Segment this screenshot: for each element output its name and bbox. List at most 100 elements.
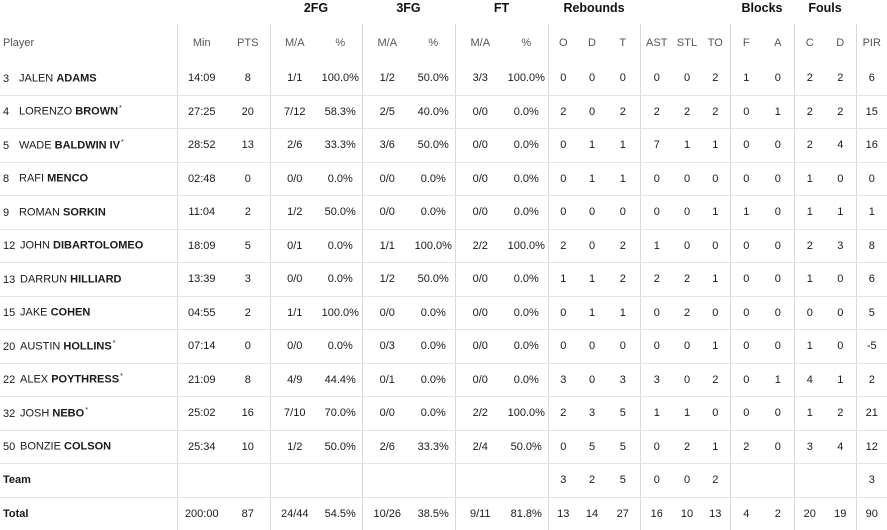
starter-marker: * bbox=[112, 339, 116, 347]
cell-reb-o: 2 bbox=[547, 229, 578, 263]
player-cell[interactable]: 22 ALEX POYTHRESS* bbox=[0, 363, 177, 397]
cell-ast: 0 bbox=[639, 430, 673, 464]
cell-2fg-ma: 0/1 bbox=[269, 229, 319, 263]
player-last-name[interactable]: HOLLINS bbox=[63, 340, 112, 353]
cell-to: 1 bbox=[701, 329, 730, 364]
player-last-name[interactable]: COLSON bbox=[64, 441, 112, 454]
col-stl[interactable]: STL bbox=[676, 37, 698, 49]
table-row[interactable]: 50 BONZIE COLSON 25:34 10 1/2 50.0% 2/6 33.3% 2/… bbox=[0, 430, 887, 464]
col-3fg-pct[interactable]: % bbox=[428, 37, 439, 49]
player-last-name[interactable]: COHEN bbox=[50, 307, 91, 320]
cell-3fg-pct: 33.3% bbox=[412, 430, 455, 464]
table-row[interactable]: 4 LORENZO BROWN* 27:25 20 7/12 58.3% 2/5 40.0% 0… bbox=[0, 95, 887, 129]
cell-reb-d: 1 bbox=[578, 128, 606, 163]
cell-3fg-ma: 1/1 bbox=[361, 229, 412, 263]
cell-ft-ma: 0/0 bbox=[454, 329, 505, 364]
cell-ast: 0 bbox=[639, 62, 673, 96]
player-last-name[interactable]: BALDWIN IV bbox=[54, 139, 121, 152]
player-cell[interactable]: 15 JAKE COHEN bbox=[0, 296, 177, 330]
cell-2fg-pct: 44.4% bbox=[319, 363, 362, 397]
cell-blk-f: 0 bbox=[729, 95, 762, 129]
col-ft-ma[interactable]: M/A bbox=[454, 24, 505, 62]
table-row[interactable]: 3 JALEN ADAMS 14:09 8 1/1 100.0% 1/2 50.0% 3/3 10… bbox=[0, 62, 887, 96]
cell-reb-t: 2 bbox=[606, 229, 640, 263]
player-cell[interactable]: 9 ROMAN SORKIN bbox=[0, 195, 177, 230]
col-player[interactable]: Player bbox=[3, 37, 35, 49]
cell-reb-d: 1 bbox=[578, 296, 606, 330]
player-cell[interactable]: 5 WADE BALDWIN IV* bbox=[0, 128, 177, 163]
table-row[interactable]: 12 JOHN DIBARTOLOMEO 18:09 5 0/1 0.0% 1/1 100.0… bbox=[0, 229, 887, 263]
col-reb-t[interactable]: T bbox=[619, 37, 627, 49]
player-cell[interactable]: 8 RAFI MENCO bbox=[0, 162, 177, 196]
cell-ast: 2 bbox=[639, 95, 673, 129]
cell-pir: 2 bbox=[855, 363, 887, 397]
cell-blk-f: 0 bbox=[729, 162, 762, 196]
cell-fouls-c: 2 bbox=[793, 95, 825, 129]
col-reb-o[interactable]: O bbox=[547, 24, 578, 62]
col-pir[interactable]: PIR bbox=[855, 24, 887, 62]
cell-pts: 0 bbox=[226, 162, 270, 196]
table-row[interactable]: 9 ROMAN SORKIN 11:04 2 1/2 50.0% 0/0 0.0% 0/0 0.0… bbox=[0, 195, 887, 230]
player-last-name[interactable]: MENCO bbox=[47, 173, 89, 186]
col-reb-d[interactable]: D bbox=[588, 37, 596, 49]
col-2fg-pct[interactable]: % bbox=[335, 37, 346, 49]
player-cell[interactable]: 12 JOHN DIBARTOLOMEO bbox=[0, 229, 177, 263]
col-2fg-ma[interactable]: M/A bbox=[269, 24, 319, 62]
player-last-name[interactable]: NEBO bbox=[52, 407, 85, 420]
table-row[interactable]: 32 JOSH NEBO* 25:02 16 7/10 70.0% 0/0 0.0% 2/2 10… bbox=[0, 396, 887, 431]
cell-reb-o: 0 bbox=[547, 162, 578, 196]
cell-fouls-d: 1 bbox=[825, 195, 856, 230]
col-min[interactable]: Min bbox=[176, 24, 226, 62]
cell-reb-o: 2 bbox=[547, 95, 578, 129]
cell-pir: 8 bbox=[855, 229, 887, 263]
col-pts[interactable]: PTS bbox=[237, 37, 259, 49]
cell-3fg-pct: 38.5% bbox=[417, 507, 449, 520]
table-row[interactable]: 8 RAFI MENCO 02:48 0 0/0 0.0% 0/0 0.0% 0/0 0.0% 0 1… bbox=[0, 162, 887, 196]
cell-reb-t: 27 bbox=[616, 507, 629, 520]
col-fouls-c[interactable]: C bbox=[793, 24, 825, 62]
cell-blk-a: 0 bbox=[762, 430, 794, 464]
cell-2fg-ma: 2/6 bbox=[269, 128, 319, 163]
cell-reb-d: 14 bbox=[585, 507, 599, 520]
cell-reb-t: 3 bbox=[606, 363, 640, 397]
cell-3fg-pct: 0.0% bbox=[412, 296, 455, 330]
player-cell[interactable]: 20 AUSTIN HOLLINS* bbox=[0, 329, 177, 364]
table-row[interactable]: 15 JAKE COHEN 04:55 2 1/1 100.0% 0/0 0.0% 0/0 0.0… bbox=[0, 296, 887, 330]
player-first-name: JOHN bbox=[20, 240, 50, 253]
col-blk-f[interactable]: F bbox=[729, 24, 762, 62]
cell-3fg-ma: 0/0 bbox=[361, 296, 412, 330]
cell-blk-f: 4 bbox=[729, 497, 762, 530]
cell-fouls-c: 2 bbox=[793, 229, 825, 263]
cell-reb-o: 0 bbox=[547, 128, 578, 163]
player-last-name[interactable]: DIBARTOLOMEO bbox=[53, 240, 144, 253]
table-row[interactable]: 13 DARRUN HILLIARD 13:39 3 0/0 0.0% 1/2 50.0% 0/… bbox=[0, 262, 887, 297]
player-cell[interactable]: 32 JOSH NEBO* bbox=[0, 396, 177, 431]
player-cell[interactable]: 13 DARRUN HILLIARD bbox=[0, 262, 177, 297]
col-fouls-d[interactable]: D bbox=[836, 37, 845, 49]
cell-ft-ma: 0/0 bbox=[454, 363, 505, 397]
col-ast[interactable]: AST bbox=[639, 24, 673, 62]
player-last-name[interactable]: POYTHRESS bbox=[51, 374, 120, 387]
player-last-name[interactable]: HILLIARD bbox=[70, 273, 122, 286]
col-blk-a[interactable]: A bbox=[774, 37, 782, 49]
player-last-name[interactable]: ADAMS bbox=[56, 72, 97, 85]
col-3fg-ma[interactable]: M/A bbox=[361, 24, 412, 62]
col-ft-pct[interactable]: % bbox=[521, 37, 532, 49]
player-cell[interactable]: 4 LORENZO BROWN* bbox=[0, 95, 177, 129]
cell-3fg-pct: 0.0% bbox=[412, 195, 455, 230]
table-row[interactable]: 5 WADE BALDWIN IV* 28:52 13 2/6 33.3% 3/6 50.0%… bbox=[0, 128, 887, 163]
group-blocks: Blocks bbox=[741, 1, 783, 15]
cell-fouls-d bbox=[825, 463, 856, 498]
cell-stl: 0 bbox=[673, 195, 701, 230]
player-cell[interactable]: 3 JALEN ADAMS bbox=[0, 62, 177, 96]
player-last-name[interactable]: SORKIN bbox=[63, 206, 106, 219]
player-last-name[interactable]: BROWN bbox=[75, 106, 119, 119]
cell-ft-pct: 81.8% bbox=[510, 507, 542, 520]
cell-ft-pct: 0.0% bbox=[505, 128, 548, 163]
table-row[interactable]: 20 AUSTIN HOLLINS* 07:14 0 0/0 0.0% 0/3 0.0% 0/0… bbox=[0, 329, 887, 364]
cell-pir: 15 bbox=[855, 95, 887, 129]
table-row[interactable]: 22 ALEX POYTHRESS* 21:09 8 4/9 44.4% 0/1 0.0% 0/… bbox=[0, 363, 887, 397]
player-cell[interactable]: 50 BONZIE COLSON bbox=[0, 430, 177, 464]
cell-3fg-pct: 0.0% bbox=[412, 329, 455, 364]
col-to[interactable]: TO bbox=[707, 37, 723, 49]
